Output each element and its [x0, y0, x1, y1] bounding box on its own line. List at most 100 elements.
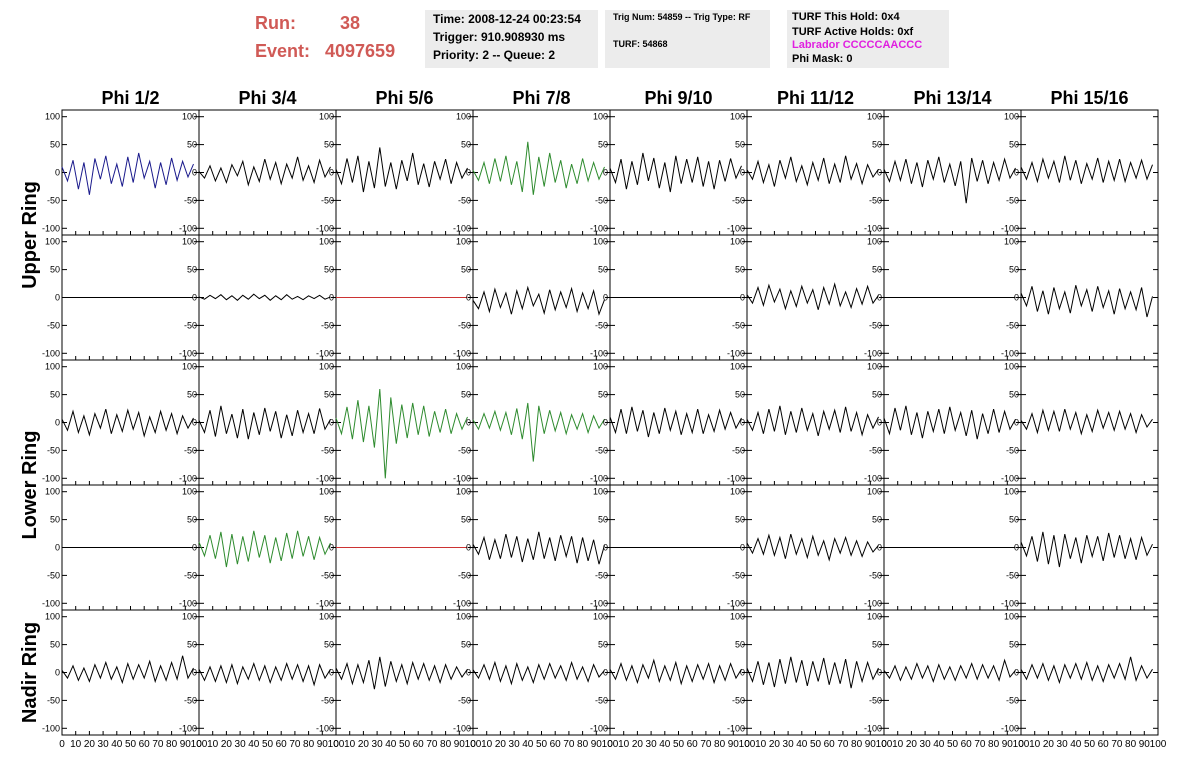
y-tick-label: 100: [730, 112, 745, 122]
y-tick-label: -100: [316, 223, 334, 233]
y-tick-label: -100: [42, 723, 60, 733]
trigger: Trigger: 910.908930 ms: [433, 30, 565, 44]
x-tick-label: 80: [440, 739, 452, 750]
phi-mask: Phi Mask: 0: [792, 53, 853, 65]
y-tick-label: -50: [595, 570, 608, 580]
y-tick-label: 0: [740, 418, 745, 428]
y-tick-label: 0: [877, 668, 882, 678]
waveform: [198, 293, 331, 301]
ring-label: Lower Ring: [19, 431, 41, 540]
y-tick-label: 50: [187, 640, 197, 650]
y-tick-label: -100: [1001, 723, 1019, 733]
y-tick-label: 0: [55, 543, 60, 553]
x-tick-label: 70: [974, 739, 986, 750]
y-tick-label: 0: [1014, 668, 1019, 678]
y-tick-label: 100: [45, 237, 60, 247]
y-tick-label: 100: [45, 112, 60, 122]
y-tick-label: -50: [869, 445, 882, 455]
y-tick-label: 50: [324, 140, 334, 150]
waveform: [883, 405, 1016, 440]
y-tick-label: -50: [732, 445, 745, 455]
y-tick-label: -50: [47, 445, 60, 455]
y-tick-label: 100: [319, 487, 334, 497]
x-tick-label: 90: [728, 739, 740, 750]
x-tick-label: 70: [563, 739, 575, 750]
waveform: [472, 531, 605, 565]
y-tick-label: 100: [182, 112, 197, 122]
waveform: [609, 152, 742, 193]
y-tick-label: -100: [590, 598, 608, 608]
turf: TURF: 54868: [613, 39, 668, 49]
y-tick-label: 0: [603, 293, 608, 303]
y-tick-label: -100: [1001, 473, 1019, 483]
trig-num: Trig Num: 54859 -- Trig Type: RF: [613, 12, 751, 22]
y-tick-label: 50: [1009, 265, 1019, 275]
x-tick-label: 70: [289, 739, 301, 750]
waveform: [1020, 531, 1153, 568]
x-tick-label: 90: [317, 739, 329, 750]
x-tick-label: 60: [413, 739, 425, 750]
y-tick-label: -50: [869, 195, 882, 205]
y-tick-label: -100: [727, 598, 745, 608]
x-tick-label: 0: [333, 739, 339, 750]
x-tick-label: 100: [191, 739, 208, 750]
x-tick-label: 100: [876, 739, 893, 750]
x-tick-label: 40: [522, 739, 534, 750]
panel-frame: [472, 234, 611, 361]
y-tick-label: -100: [42, 598, 60, 608]
y-tick-label: -50: [595, 320, 608, 330]
y-tick-label: -100: [727, 348, 745, 358]
y-tick-label: -50: [1006, 320, 1019, 330]
x-tick-label: 40: [659, 739, 671, 750]
waveform: [335, 147, 468, 193]
y-tick-label: 100: [867, 112, 882, 122]
y-tick-label: 50: [872, 140, 882, 150]
y-tick-label: 0: [192, 668, 197, 678]
y-tick-label: -50: [458, 695, 471, 705]
y-tick-label: 0: [877, 293, 882, 303]
x-tick-label: 70: [152, 739, 164, 750]
x-tick-label: 0: [607, 739, 613, 750]
x-tick-label: 60: [1098, 739, 1110, 750]
y-tick-label: 0: [192, 418, 197, 428]
x-tick-label: 90: [180, 739, 192, 750]
y-tick-label: 100: [867, 237, 882, 247]
y-tick-label: 100: [45, 362, 60, 372]
x-tick-label: 40: [111, 739, 123, 750]
x-tick-label: 20: [1043, 739, 1055, 750]
x-tick-label: 20: [84, 739, 96, 750]
x-tick-label: 90: [1139, 739, 1151, 750]
waveform: [746, 656, 879, 689]
y-tick-label: -50: [458, 570, 471, 580]
y-tick-label: 0: [877, 168, 882, 178]
y-tick-label: -50: [321, 695, 334, 705]
waveform: [61, 408, 194, 438]
y-tick-label: -100: [179, 723, 197, 733]
x-tick-label: 20: [221, 739, 233, 750]
y-tick-label: -50: [595, 695, 608, 705]
y-tick-label: -100: [590, 223, 608, 233]
waveform: [472, 402, 605, 462]
x-tick-label: 10: [70, 739, 82, 750]
y-tick-label: -100: [179, 348, 197, 358]
y-tick-label: -100: [316, 348, 334, 358]
y-tick-label: 0: [329, 543, 334, 553]
x-tick-label: 50: [1084, 739, 1096, 750]
panel-frame: [198, 359, 337, 486]
y-tick-label: -100: [727, 473, 745, 483]
x-tick-label: 30: [1057, 739, 1069, 750]
x-tick-label: 0: [881, 739, 887, 750]
y-tick-label: -50: [321, 320, 334, 330]
y-tick-label: -100: [453, 348, 471, 358]
y-tick-label: 100: [1004, 487, 1019, 497]
y-tick-label: 0: [466, 293, 471, 303]
y-tick-label: 0: [603, 543, 608, 553]
y-tick-label: 50: [1009, 390, 1019, 400]
waveform: [883, 156, 1016, 204]
x-tick-label: 40: [248, 739, 260, 750]
info-box: [605, 10, 770, 68]
waveform: [472, 285, 605, 316]
x-tick-label: 10: [618, 739, 630, 750]
waveform: [61, 152, 194, 195]
y-tick-label: 50: [735, 640, 745, 650]
